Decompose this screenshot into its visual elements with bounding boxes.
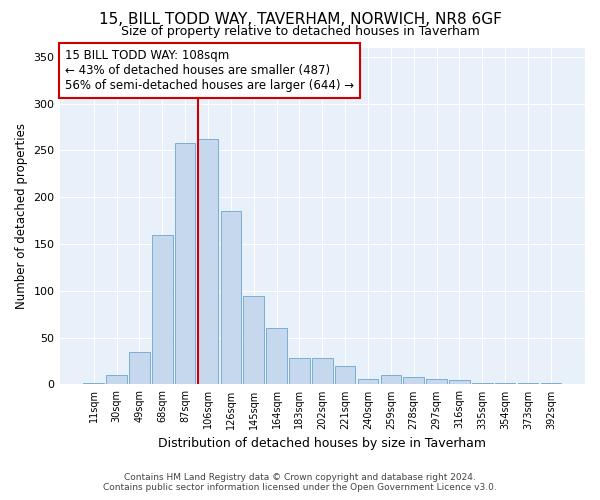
Text: 15, BILL TODD WAY, TAVERHAM, NORWICH, NR8 6GF: 15, BILL TODD WAY, TAVERHAM, NORWICH, NR… [98, 12, 502, 28]
Bar [426, 379, 447, 384]
Bar [449, 380, 470, 384]
Bar [129, 352, 150, 384]
Bar [266, 328, 287, 384]
Bar [106, 375, 127, 384]
X-axis label: Distribution of detached houses by size in Taverham: Distribution of detached houses by size … [158, 437, 486, 450]
Bar [380, 375, 401, 384]
Bar [244, 296, 264, 384]
Bar [541, 382, 561, 384]
Bar [221, 212, 241, 384]
Y-axis label: Number of detached properties: Number of detached properties [15, 123, 28, 309]
Bar [198, 139, 218, 384]
Bar [495, 382, 515, 384]
Bar [472, 382, 493, 384]
Bar [403, 377, 424, 384]
Bar [358, 379, 378, 384]
Text: Contains HM Land Registry data © Crown copyright and database right 2024.
Contai: Contains HM Land Registry data © Crown c… [103, 473, 497, 492]
Text: Size of property relative to detached houses in Taverham: Size of property relative to detached ho… [121, 25, 479, 38]
Bar [289, 358, 310, 384]
Bar [175, 143, 196, 384]
Bar [312, 358, 332, 384]
Bar [83, 382, 104, 384]
Text: 15 BILL TODD WAY: 108sqm
← 43% of detached houses are smaller (487)
56% of semi-: 15 BILL TODD WAY: 108sqm ← 43% of detach… [65, 49, 354, 92]
Bar [152, 234, 173, 384]
Bar [335, 366, 355, 384]
